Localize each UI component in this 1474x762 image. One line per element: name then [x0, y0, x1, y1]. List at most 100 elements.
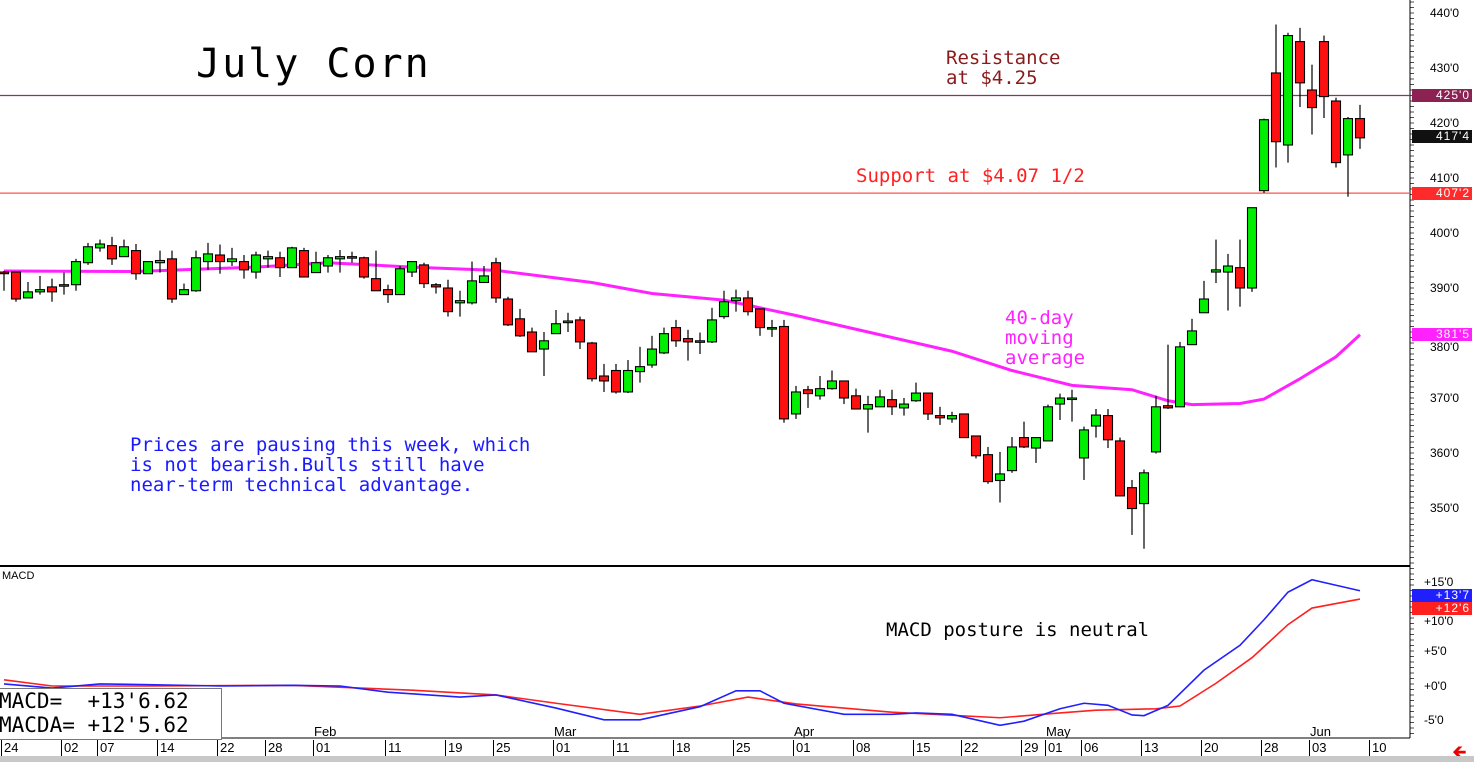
- candle-down: [586, 342, 598, 380]
- candle-up: [538, 340, 550, 350]
- candle-down: [1354, 118, 1366, 139]
- date-tick-label: 28: [1261, 740, 1278, 756]
- candle-down: [982, 454, 994, 483]
- macda-value: MACDA= +12'5.62: [0, 713, 189, 737]
- price-tick-label: 350'0: [1430, 500, 1459, 515]
- candle-up: [694, 340, 706, 343]
- date-tick-label: 01: [313, 740, 330, 756]
- candle-up: [1030, 437, 1042, 449]
- candle-up: [262, 256, 274, 260]
- macd-tick-label: +15'0: [1424, 575, 1454, 589]
- candle-up: [634, 366, 646, 373]
- macd-tick-label: -5'0: [1424, 713, 1444, 727]
- candle-down: [442, 287, 454, 313]
- price-tick-label: 370'0: [1430, 390, 1459, 405]
- date-tick-label: 20: [1201, 740, 1218, 756]
- candle-down: [526, 331, 538, 353]
- candle-down: [850, 395, 862, 410]
- candle-up: [58, 284, 70, 287]
- candle-down: [370, 278, 382, 292]
- date-tick-label: 25: [493, 740, 510, 756]
- date-tick-label: 01: [793, 740, 810, 756]
- candle-down: [754, 308, 766, 329]
- candle-down: [130, 250, 142, 275]
- price-tick-label: 360'0: [1430, 445, 1459, 460]
- macd-tag: +12'6: [1412, 602, 1472, 615]
- date-tick-label: 11: [385, 740, 402, 756]
- candle-down: [1270, 72, 1282, 143]
- candle-up: [454, 300, 466, 304]
- candle-down: [838, 380, 850, 399]
- candle-up: [1066, 397, 1078, 401]
- candle-up: [1342, 118, 1354, 156]
- date-tick-label: 22: [217, 740, 234, 756]
- date-tick-label: 22: [961, 740, 978, 756]
- price-tag: 407'2: [1412, 186, 1472, 200]
- candle-up: [814, 388, 826, 397]
- candle-down: [1306, 89, 1318, 109]
- candle-up: [406, 261, 418, 273]
- moving-average-annotation: 40-day moving average: [1005, 307, 1086, 369]
- candle-up: [874, 396, 886, 408]
- date-tick-label: 15: [913, 740, 930, 756]
- candle-down: [934, 415, 946, 419]
- date-tick-label: 08: [853, 740, 870, 756]
- resistance-annotation: Resistance at $4.25: [946, 47, 1061, 89]
- candle-up: [154, 259, 166, 264]
- date-tick-label: 11: [613, 740, 630, 756]
- price-tick-label: 430'0: [1430, 60, 1459, 75]
- candle-down: [1162, 405, 1174, 409]
- macd-readout: MACD= +13'6.62 MACDA= +12'5.62: [0, 688, 222, 740]
- candle-up: [70, 261, 82, 286]
- candle-down: [1102, 415, 1114, 441]
- candle-up: [730, 297, 742, 302]
- candle-up: [1090, 414, 1102, 427]
- candle-down: [106, 245, 118, 260]
- candle-up: [1078, 429, 1090, 459]
- candle-down: [1126, 487, 1138, 510]
- bottom-scrollbar[interactable]: [0, 756, 1474, 762]
- candle-up: [82, 246, 94, 264]
- chart-title: July Corn: [196, 41, 431, 87]
- candle-down: [670, 327, 682, 342]
- candle-up: [1258, 119, 1270, 192]
- candle-up: [22, 291, 34, 299]
- price-tag: 381'5: [1412, 327, 1472, 341]
- date-tick-label: 02: [61, 740, 78, 756]
- candle-up: [862, 404, 874, 410]
- month-label: Mar: [554, 724, 577, 739]
- candle-up: [1006, 446, 1018, 472]
- candle-up: [1198, 298, 1210, 314]
- macd-tick-label: +0'0: [1424, 678, 1447, 693]
- candle-up: [910, 392, 922, 402]
- candle-down: [970, 435, 982, 457]
- price-tick-label: 420'0: [1430, 115, 1459, 130]
- candle-down: [418, 264, 430, 285]
- candle-down: [1294, 41, 1306, 84]
- date-tick-label: 18: [673, 740, 690, 756]
- date-tick-label: 01: [1045, 740, 1062, 756]
- candle-down: [274, 257, 286, 269]
- candle-up: [622, 369, 634, 393]
- candle-down: [922, 392, 934, 415]
- candle-down: [1330, 100, 1342, 164]
- candle-down: [742, 297, 754, 313]
- date-tick-label: 29: [1021, 740, 1038, 756]
- macd-annotation: MACD posture is neutral: [886, 619, 1150, 641]
- date-tick-label: 06: [1081, 740, 1098, 756]
- candle-up: [394, 268, 406, 296]
- macd-tick-label: +10'0: [1424, 614, 1454, 628]
- candle-down: [214, 254, 226, 263]
- candle-up: [1054, 397, 1066, 405]
- candle-down: [0, 271, 10, 275]
- macd-value: MACD= +13'6.62: [0, 689, 189, 713]
- candle-down: [802, 389, 814, 395]
- price-tick-label: 410'0: [1430, 170, 1459, 185]
- candle-up: [202, 253, 214, 263]
- price-tick-label: 390'0: [1430, 280, 1459, 295]
- price-tag: 425'0: [1412, 89, 1472, 102]
- date-tick-label: 01: [553, 740, 570, 756]
- moving-average-line: [3, 261, 1362, 407]
